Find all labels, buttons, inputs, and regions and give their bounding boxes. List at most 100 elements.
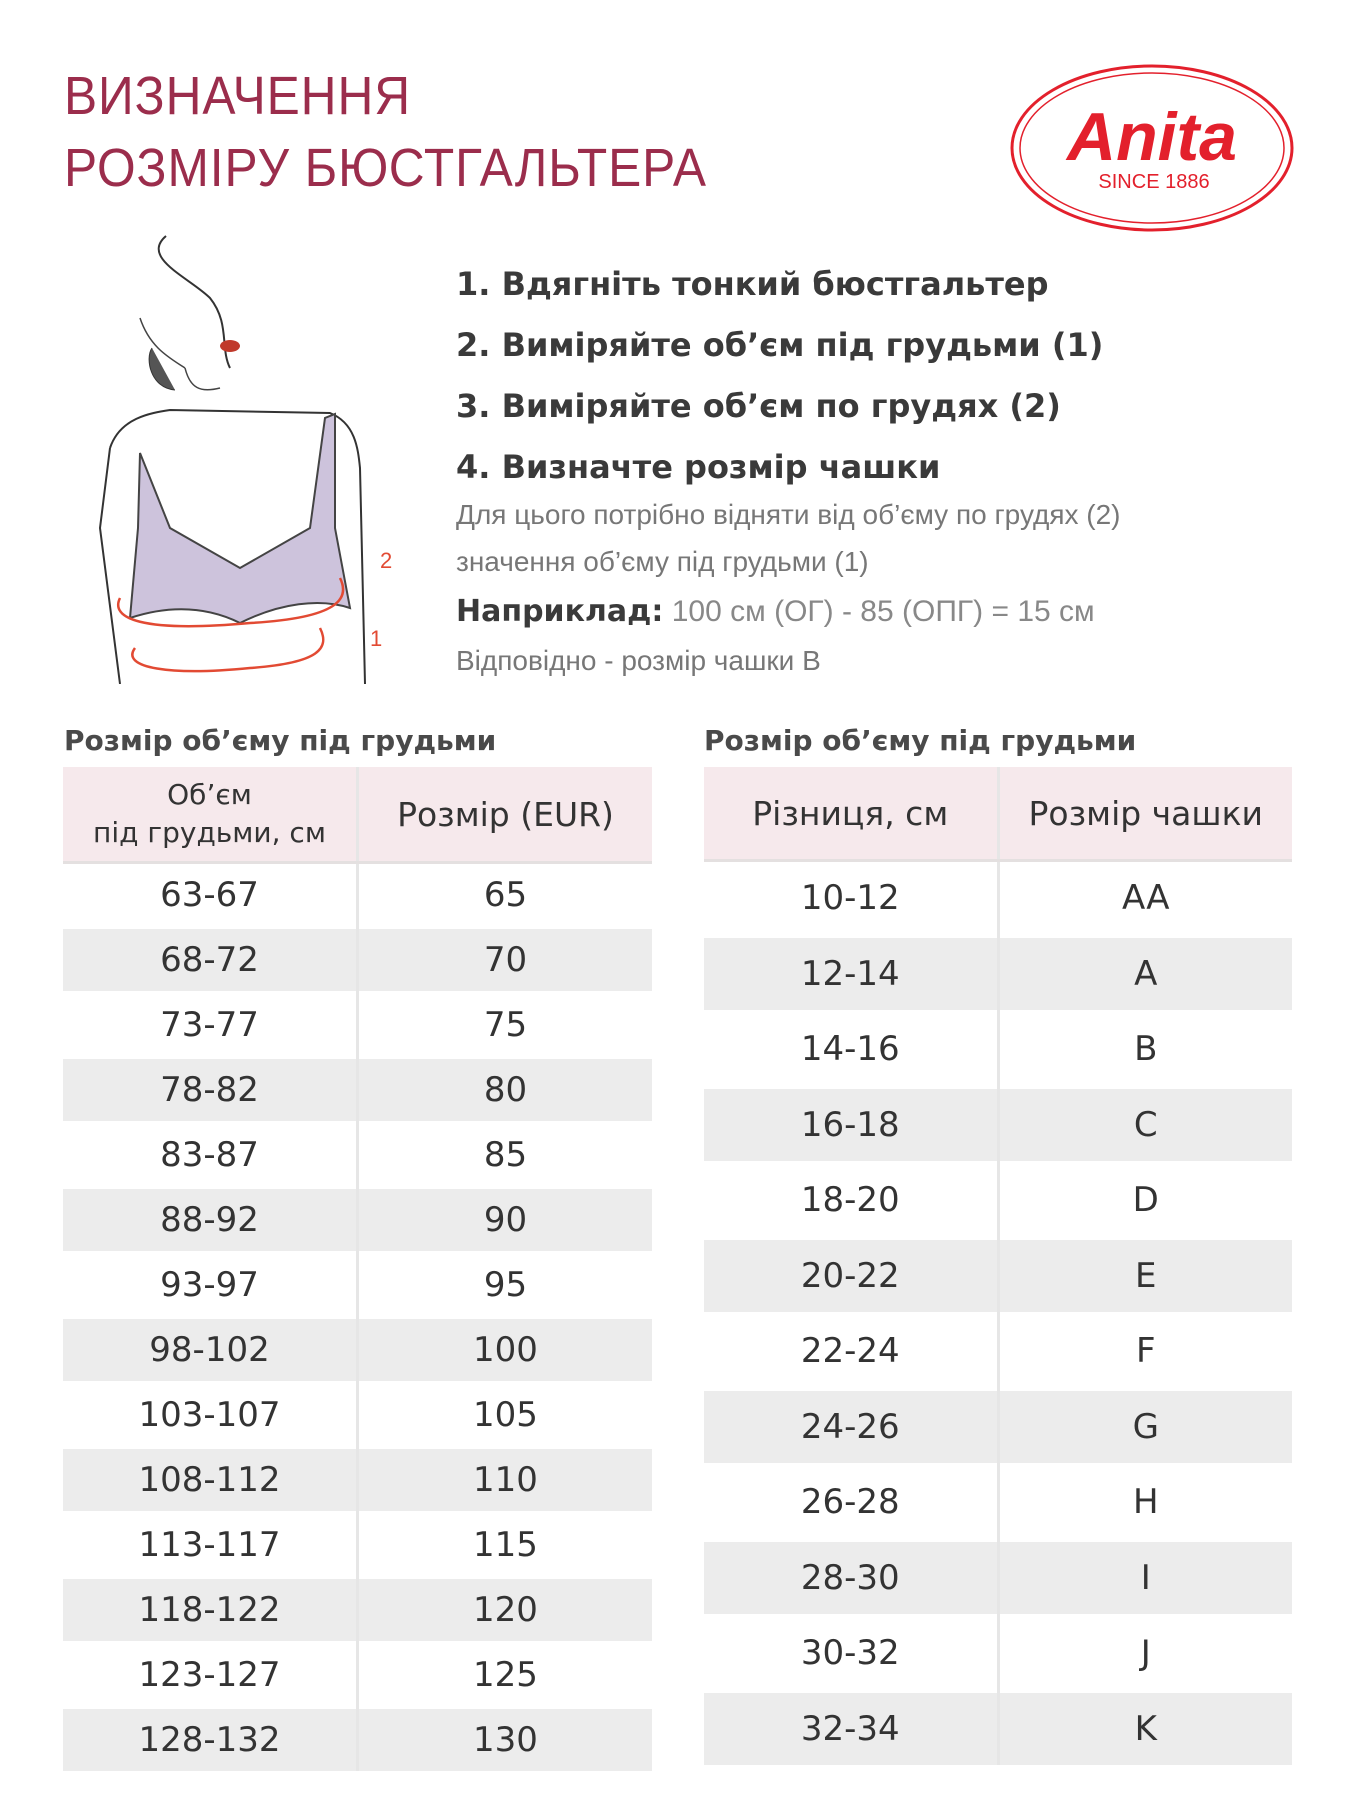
underbust-range-cell: 83-87: [63, 1121, 358, 1188]
difference-cell: 22-24: [704, 1312, 998, 1389]
table-row: 93-97 95: [63, 1251, 652, 1318]
underbust-range-cell: 118-122: [63, 1576, 358, 1643]
eur-size-cell: 95: [356, 1251, 652, 1318]
difference-cell: 18-20: [704, 1161, 998, 1238]
table-row: 28-30 I: [704, 1538, 1292, 1616]
underbust-range-cell: 68-72: [63, 926, 358, 993]
cup-size-cell: K: [996, 1689, 1292, 1765]
table-row: 128-132 130: [63, 1706, 652, 1771]
table-row: 26-28 H: [704, 1463, 1292, 1540]
page-title: ВИЗНАЧЕННЯ РОЗМІРУ БЮСТГАЛЬТЕРА: [64, 60, 707, 204]
cup-size-cell: A: [996, 934, 1292, 1012]
bust-marker: 2: [380, 548, 392, 573]
step-3: 3. Виміряйте об’єм по грудях (2): [456, 387, 1061, 425]
step-2: 2. Виміряйте об’єм під грудьми (1): [456, 326, 1104, 364]
eur-size-cell: 115: [356, 1511, 652, 1578]
eur-size-cell: 80: [356, 1056, 652, 1123]
header-underbust-line-2: під грудьми, см: [93, 816, 326, 849]
header-underbust-line-1: Об’єм: [167, 778, 252, 811]
header-cup-size: Розмір чашки: [996, 767, 1292, 862]
table-row: 18-20 D: [704, 1161, 1292, 1238]
underbust-range-cell: 93-97: [63, 1251, 358, 1318]
cup-size-cell: G: [996, 1387, 1292, 1465]
table-row: 73-77 75: [63, 991, 652, 1058]
difference-cell: 20-22: [704, 1236, 998, 1314]
eur-size-cell: 65: [356, 861, 652, 928]
header-eur-size: Розмір (EUR): [356, 767, 652, 864]
table-row: 78-82 80: [63, 1056, 652, 1123]
cup-size-cell: F: [996, 1312, 1292, 1389]
table-row: 83-87 85: [63, 1121, 652, 1188]
table-row: 103-107 105: [63, 1381, 652, 1448]
table-row: 10-12 AA: [704, 859, 1292, 936]
cup-size-cell: E: [996, 1236, 1292, 1314]
table-row: 98-102 100: [63, 1316, 652, 1383]
cup-size-cell: C: [996, 1085, 1292, 1163]
step-4: 4. Визначте розмір чашки: [456, 448, 941, 486]
underbust-range-cell: 98-102: [63, 1316, 358, 1383]
table-row: 14-16 B: [704, 1010, 1292, 1087]
cup-size-table: Різниця, см Розмір чашки 10-12 AA 12-14 A 14…: [704, 767, 1292, 1765]
table-row: 123-127 125: [63, 1641, 652, 1708]
eur-size-cell: 110: [356, 1446, 652, 1513]
eur-size-cell: 75: [356, 991, 652, 1058]
cup-size-cell: B: [996, 1010, 1292, 1087]
instructions: 1. Вдягніть тонкий бюстгальтер 2. Виміря…: [456, 262, 1316, 684]
table-row: 108-112 110: [63, 1446, 652, 1513]
step-1: 1. Вдягніть тонкий бюстгальтер: [456, 265, 1049, 303]
example-text: 100 см (ОГ) - 85 (ОПГ) = 15 см: [671, 595, 1095, 628]
table-row: 16-18 C: [704, 1085, 1292, 1163]
header-underbust: Об’єм під грудьми, см: [63, 767, 358, 864]
difference-cell: 10-12: [704, 859, 998, 936]
table-row: 118-122 120: [63, 1576, 652, 1643]
eur-size-cell: 85: [356, 1121, 652, 1188]
cup-table-caption: Розмір об’єму під грудьми: [704, 724, 1137, 757]
title-line-1: ВИЗНАЧЕННЯ: [64, 66, 412, 126]
example-result: Відповідно - розмір чашки B: [456, 645, 821, 676]
table-row: 113-117 115: [63, 1511, 652, 1578]
svg-text:Anita: Anita: [1065, 99, 1237, 175]
underbust-range-cell: 88-92: [63, 1186, 358, 1253]
example-label: Наприклад:: [456, 594, 664, 629]
table-row: 32-34 K: [704, 1689, 1292, 1765]
header-difference: Різниця, см: [704, 767, 998, 862]
table-row: 88-92 90: [63, 1186, 652, 1253]
difference-cell: 16-18: [704, 1085, 998, 1163]
underbust-range-cell: 63-67: [63, 861, 358, 928]
eur-size-cell: 70: [356, 926, 652, 993]
underbust-range-cell: 113-117: [63, 1511, 358, 1578]
eur-size-cell: 100: [356, 1316, 652, 1383]
eur-size-cell: 125: [356, 1641, 652, 1708]
table-row: 20-22 E: [704, 1236, 1292, 1314]
cup-size-cell: D: [996, 1161, 1292, 1238]
eur-size-cell: 130: [356, 1706, 652, 1771]
table-row: 12-14 A: [704, 934, 1292, 1012]
cup-size-cell: J: [996, 1614, 1292, 1691]
description-line-2: значення об’єму під грудьми (1): [456, 546, 869, 577]
underbust-range-cell: 73-77: [63, 991, 358, 1058]
difference-cell: 26-28: [704, 1463, 998, 1540]
difference-cell: 30-32: [704, 1614, 998, 1691]
band-size-table: Об’єм під грудьми, см Розмір (EUR) 63-67…: [63, 767, 652, 1771]
table-row: 22-24 F: [704, 1312, 1292, 1389]
svg-text:SINCE 1886: SINCE 1886: [1098, 171, 1209, 193]
underbust-range-cell: 123-127: [63, 1641, 358, 1708]
anita-logo: Anita SINCE 1886: [1010, 64, 1294, 232]
table-row: 30-32 J: [704, 1614, 1292, 1691]
difference-cell: 12-14: [704, 934, 998, 1012]
measuring-illustration: 2 1: [98, 235, 392, 684]
underbust-marker: 1: [370, 626, 382, 651]
table-row: 63-67 65: [63, 861, 652, 928]
underbust-range-cell: 78-82: [63, 1056, 358, 1123]
cup-size-cell: AA: [996, 859, 1292, 936]
underbust-range-cell: 128-132: [63, 1706, 358, 1771]
cup-size-cell: H: [996, 1463, 1292, 1540]
description-line-1: Для цього потрібно відняти від об’єму по…: [456, 499, 1121, 530]
eur-size-cell: 90: [356, 1186, 652, 1253]
table-row: 24-26 G: [704, 1387, 1292, 1465]
underbust-range-cell: 103-107: [63, 1381, 358, 1448]
underbust-range-cell: 108-112: [63, 1446, 358, 1513]
cup-size-cell: I: [996, 1538, 1292, 1616]
title-line-2: РОЗМІРУ БЮСТГАЛЬТЕРА: [64, 138, 707, 198]
band-table-caption: Розмір об’єму під грудьми: [64, 724, 497, 757]
